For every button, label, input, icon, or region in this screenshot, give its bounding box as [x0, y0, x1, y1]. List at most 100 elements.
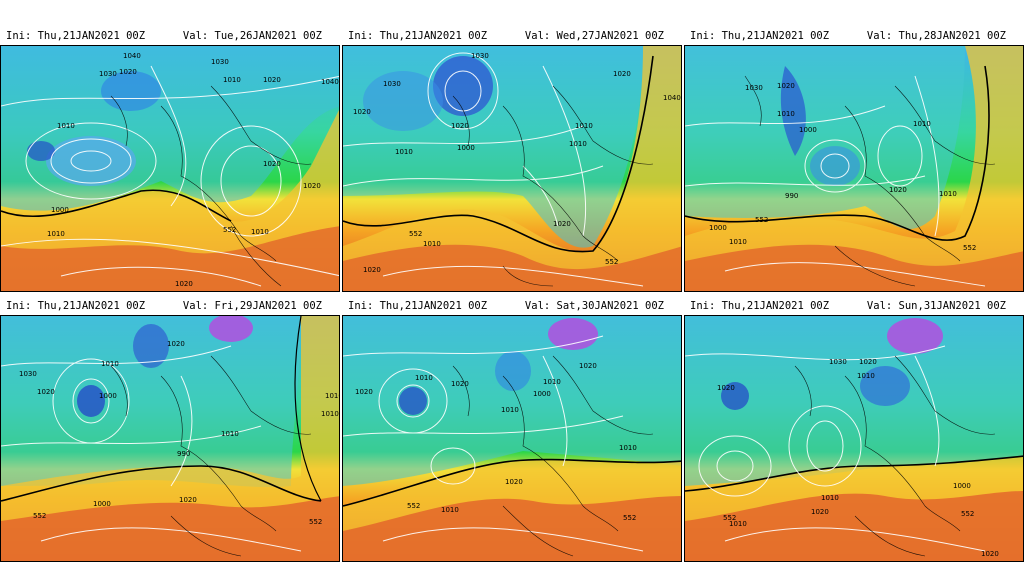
isobar-label: 1010 [939, 190, 957, 198]
forecast-panel-3: Ini: Thu,21JAN2021 00Z Val: Thu,28JAN202… [684, 28, 1024, 298]
isobar-label: 552 [409, 230, 422, 238]
pressure-map: 1020 1010 1020 1010 1000 1020 1010 1010 … [342, 315, 682, 562]
isobar-label: 1020 [889, 186, 907, 194]
isobar-label: 1040 [663, 94, 681, 102]
isobar-label: 1010 [501, 406, 519, 414]
valid-time: Val: Wed,27JAN2021 00Z [524, 30, 664, 42]
pressure-map: 1030 1020 1020 1010 1000 1010 990 1010 1… [0, 315, 340, 562]
isobar-label: 1010 [777, 110, 795, 118]
isobar-label: 1040 [321, 78, 339, 86]
init-time: Ini: Thu,21JAN2021 00Z [690, 300, 830, 312]
forecast-panel-2: Ini: Thu,21JAN2021 00Z Val: Wed,27JAN202… [342, 28, 682, 298]
isobar-label: 1010 [913, 120, 931, 128]
isobar-label: 1020 [167, 340, 185, 348]
pressure-map: 1030 1020 1020 1010 1010 1000 552 1010 1… [684, 315, 1024, 562]
isobar-label: 1010 [729, 238, 747, 246]
isobar-label: 1010 [221, 430, 239, 438]
isobar-label: 1020 [811, 508, 829, 516]
isobar-label: 1020 [451, 122, 469, 130]
isobar-label: 1020 [263, 76, 281, 84]
panel-header: Ini: Thu,21JAN2021 00Z Val: Tue,26JAN202… [0, 28, 340, 44]
isobar-label: 552 [223, 226, 236, 234]
isobar-label: 1020 [363, 266, 381, 274]
panel-header: Ini: Thu,21JAN2021 00Z Val: Sun,31JAN202… [684, 298, 1024, 314]
isobar-label: 1010 [47, 230, 65, 238]
isobar-label: 552 [623, 514, 636, 522]
isobar-label: 1010 [441, 506, 459, 514]
isobar-label: 1040 [123, 52, 141, 60]
isobar-label: 1030 [211, 58, 229, 66]
isobar-label: 1020 [303, 182, 321, 190]
isobar-label: 1010 [857, 372, 875, 380]
panel-header: Ini: Thu,21JAN2021 00Z Val: Sat,30JAN202… [342, 298, 682, 314]
isobar-label: 1020 [777, 82, 795, 90]
init-time: Ini: Thu,21JAN2021 00Z [6, 300, 146, 312]
isobar-label: 1010 [57, 122, 75, 130]
isobar-label: 1020 [505, 478, 523, 486]
isobar-label: 552 [33, 512, 46, 520]
isobar-label: 552 [961, 510, 974, 518]
init-time: Ini: Thu,21JAN2021 00Z [348, 30, 488, 42]
isobar-label: 1010 [729, 520, 747, 528]
isobar-label: 1010 [575, 122, 593, 130]
init-time: Ini: Thu,21JAN2021 00Z [690, 30, 830, 42]
isobar-label: 1000 [709, 224, 727, 232]
isobar-label: 552 [407, 502, 420, 510]
isobar-label: 1010 [415, 374, 433, 382]
isobar-label: 552 [723, 514, 736, 522]
forecast-panel-5: Ini: Thu,21JAN2021 00Z Val: Sat,30JAN202… [342, 298, 682, 568]
isobar-label: 1010 [543, 378, 561, 386]
isobar-label: 1020 [353, 108, 371, 116]
isobar-label: 552 [755, 216, 768, 224]
pressure-map: 1040 1030 1020 1030 1010 1020 1010 1000 … [0, 45, 340, 292]
isobar-label: 1020 [451, 380, 469, 388]
isobar-label: 552 [309, 518, 322, 526]
isobar-label: 1010 [321, 410, 339, 418]
valid-time: Val: Sun,31JAN2021 00Z [866, 300, 1006, 312]
isobar-label: 1000 [99, 392, 117, 400]
init-time: Ini: Thu,21JAN2021 00Z [6, 30, 146, 42]
isobar-label: 1020 [37, 388, 55, 396]
isobar-label: 1030 [745, 84, 763, 92]
isobar-label: 990 [177, 450, 190, 458]
isobar-label: 1010 [395, 148, 413, 156]
isobar-label: 1000 [51, 206, 69, 214]
isobar-label: 552 [963, 244, 976, 252]
isobar-label: 1030 [383, 80, 401, 88]
forecast-panel-1: Ini: Thu,21JAN2021 00Z Val: Tue,26JAN202… [0, 28, 340, 298]
isobar-label: 1020 [553, 220, 571, 228]
isobar-label: 1030 [19, 370, 37, 378]
isobar-label: 1010 [423, 240, 441, 248]
isobar-label: 1010 [101, 360, 119, 368]
isobar-label: 1020 [613, 70, 631, 78]
isobar-label: 1010 [569, 140, 587, 148]
valid-time: Val: Fri,29JAN2021 00Z [182, 300, 322, 312]
isobar-label: 1020 [179, 496, 197, 504]
forecast-panel-6: Ini: Thu,21JAN2021 00Z Val: Sun,31JAN202… [684, 298, 1024, 568]
isobar-label: 552 [605, 258, 618, 266]
isobar-label: 1010 [325, 392, 340, 400]
isobar-label: 1000 [457, 144, 475, 152]
isobar-label: 1030 [99, 70, 117, 78]
valid-time: Val: Sat,30JAN2021 00Z [524, 300, 664, 312]
isobar-label: 1030 [829, 358, 847, 366]
isobar-label: 1020 [355, 388, 373, 396]
isobar-label: 1010 [251, 228, 269, 236]
isobar-label: 990 [785, 192, 798, 200]
isobar-label: 1020 [119, 68, 137, 76]
isobar-label: 1010 [223, 76, 241, 84]
valid-time: Val: Thu,28JAN2021 00Z [866, 30, 1006, 42]
isobar-label: 1010 [619, 444, 637, 452]
isobar-label: 1030 [471, 52, 489, 60]
valid-time: Val: Tue,26JAN2021 00Z [182, 30, 322, 42]
pressure-map: 1030 1030 1020 1020 1010 1000 1010 1020 … [342, 45, 682, 292]
isobar-label: 1000 [93, 500, 111, 508]
isobar-label: 1020 [579, 362, 597, 370]
isobar-label: 1000 [953, 482, 971, 490]
panel-header: Ini: Thu,21JAN2021 00Z Val: Wed,27JAN202… [342, 28, 682, 44]
init-time: Ini: Thu,21JAN2021 00Z [348, 300, 488, 312]
panel-header: Ini: Thu,21JAN2021 00Z Val: Fri,29JAN202… [0, 298, 340, 314]
isobar-label: 1000 [533, 390, 551, 398]
isobar-label: 1020 [717, 384, 735, 392]
forecast-panel-4: Ini: Thu,21JAN2021 00Z Val: Fri,29JAN202… [0, 298, 340, 568]
